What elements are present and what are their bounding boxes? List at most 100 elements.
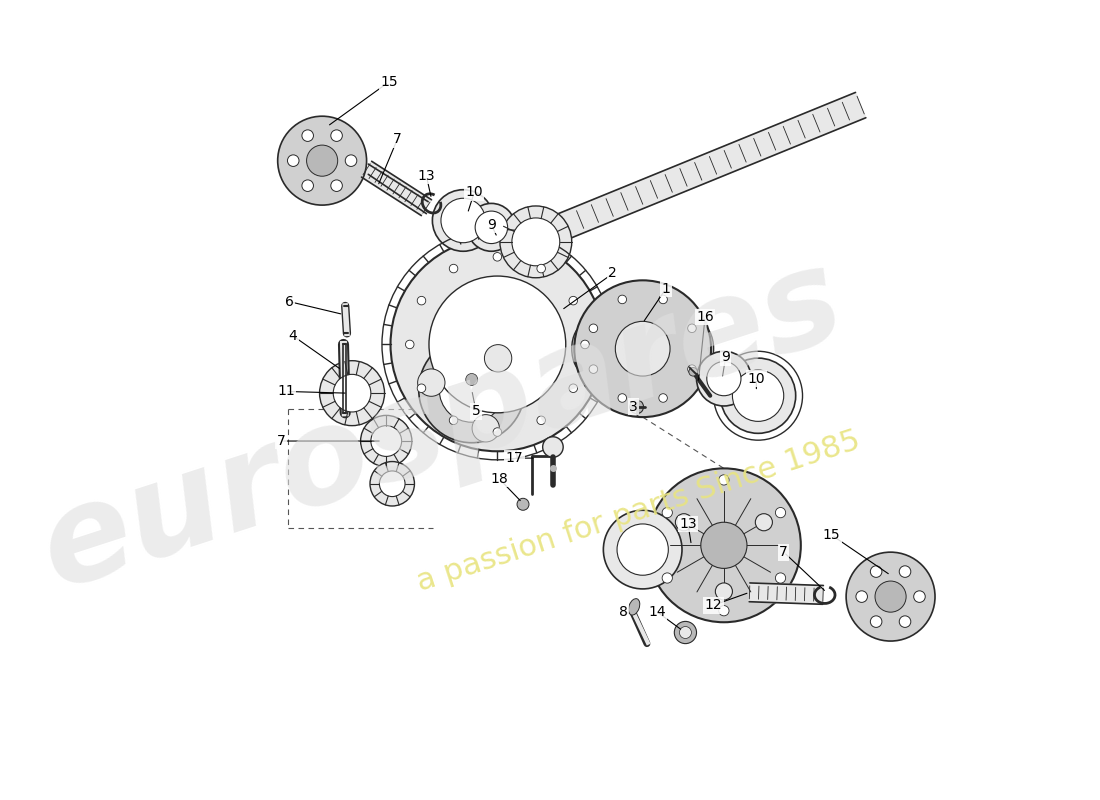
Text: a passion for parts Since 1985: a passion for parts Since 1985	[412, 426, 864, 597]
Circle shape	[870, 566, 882, 578]
Circle shape	[418, 369, 446, 396]
Ellipse shape	[688, 326, 714, 372]
Text: 15: 15	[823, 528, 840, 542]
Circle shape	[569, 384, 578, 393]
Text: 16: 16	[696, 310, 714, 324]
Circle shape	[484, 345, 512, 372]
Circle shape	[675, 514, 693, 530]
Circle shape	[899, 616, 911, 627]
Circle shape	[688, 365, 696, 374]
Ellipse shape	[572, 326, 597, 372]
Circle shape	[537, 416, 546, 425]
Ellipse shape	[628, 598, 640, 615]
Circle shape	[277, 116, 366, 205]
Circle shape	[574, 280, 711, 417]
Text: 11: 11	[277, 385, 295, 398]
Circle shape	[439, 358, 504, 422]
Circle shape	[512, 218, 560, 266]
Circle shape	[517, 498, 529, 510]
Text: 17: 17	[506, 451, 524, 465]
Text: 15: 15	[379, 75, 397, 89]
Circle shape	[417, 384, 426, 393]
Circle shape	[674, 622, 696, 644]
Circle shape	[542, 437, 563, 458]
Circle shape	[715, 583, 733, 600]
Circle shape	[718, 606, 729, 616]
Circle shape	[615, 322, 670, 376]
Circle shape	[899, 566, 911, 578]
Circle shape	[647, 468, 801, 622]
Polygon shape	[362, 162, 431, 215]
Circle shape	[331, 180, 342, 191]
Text: 6: 6	[285, 294, 294, 309]
Circle shape	[371, 426, 402, 457]
Circle shape	[449, 416, 458, 425]
Circle shape	[604, 510, 682, 589]
Circle shape	[361, 415, 411, 466]
Circle shape	[874, 581, 906, 612]
Circle shape	[419, 337, 525, 442]
Circle shape	[581, 340, 590, 349]
Text: 2: 2	[608, 266, 617, 281]
Circle shape	[441, 198, 485, 242]
Circle shape	[776, 573, 785, 583]
Circle shape	[870, 616, 882, 627]
Circle shape	[707, 362, 741, 396]
Circle shape	[287, 155, 299, 166]
Circle shape	[688, 324, 696, 333]
Circle shape	[720, 358, 795, 434]
Circle shape	[701, 522, 747, 568]
Circle shape	[846, 552, 935, 641]
Circle shape	[379, 471, 405, 497]
Polygon shape	[530, 93, 866, 250]
Circle shape	[733, 370, 783, 422]
Circle shape	[718, 474, 729, 485]
Text: 14: 14	[648, 605, 666, 619]
Text: eurospares: eurospares	[25, 236, 858, 615]
Circle shape	[689, 367, 697, 376]
Circle shape	[856, 591, 868, 602]
Text: 1: 1	[661, 282, 670, 296]
Circle shape	[417, 296, 426, 305]
Circle shape	[432, 190, 494, 251]
Circle shape	[590, 324, 597, 333]
Circle shape	[429, 276, 565, 413]
Text: 18: 18	[491, 472, 508, 486]
Circle shape	[618, 295, 627, 304]
Circle shape	[468, 203, 515, 251]
Circle shape	[390, 238, 604, 451]
Polygon shape	[749, 583, 824, 604]
Text: 7: 7	[277, 434, 286, 448]
Circle shape	[617, 524, 669, 575]
Text: 3: 3	[629, 400, 638, 414]
Text: 13: 13	[679, 517, 696, 531]
Circle shape	[301, 180, 314, 191]
Circle shape	[493, 253, 502, 261]
Circle shape	[345, 155, 356, 166]
Text: 10: 10	[465, 186, 483, 199]
Text: 7: 7	[393, 132, 402, 146]
Circle shape	[307, 145, 338, 176]
Circle shape	[370, 462, 415, 506]
Circle shape	[320, 361, 385, 426]
Text: 12: 12	[705, 598, 723, 612]
Circle shape	[449, 264, 458, 273]
Circle shape	[331, 130, 342, 142]
Circle shape	[630, 400, 644, 414]
Circle shape	[662, 507, 672, 518]
Circle shape	[914, 591, 925, 602]
Text: 8: 8	[618, 605, 627, 619]
Circle shape	[662, 573, 672, 583]
Circle shape	[465, 374, 477, 386]
Circle shape	[590, 365, 597, 374]
Text: 7: 7	[779, 545, 788, 559]
Circle shape	[472, 414, 499, 442]
Text: 9: 9	[722, 350, 730, 364]
Text: 9: 9	[487, 218, 496, 232]
Text: 13: 13	[418, 169, 436, 183]
Circle shape	[333, 374, 371, 412]
Text: 5: 5	[472, 404, 481, 418]
Text: 4: 4	[288, 329, 297, 343]
Circle shape	[499, 206, 572, 278]
Circle shape	[406, 340, 414, 349]
